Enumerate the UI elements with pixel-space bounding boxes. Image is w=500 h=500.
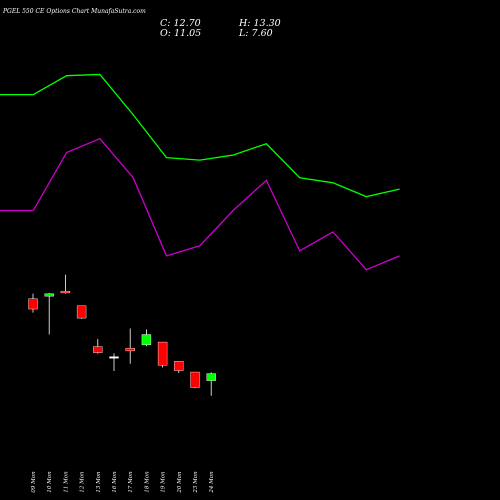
candle-body: [28, 298, 38, 310]
candle-2: [44, 292, 54, 335]
x-tick-label: 19 Mon: [161, 471, 167, 493]
open-value: O: 11.05: [160, 28, 202, 39]
x-tick-label: 16 Mon: [112, 471, 118, 493]
candle-body: [44, 293, 54, 297]
candle-body: [93, 346, 103, 353]
candle-7: [125, 328, 135, 364]
candle-6: [109, 353, 119, 372]
candles-layer: [28, 274, 216, 396]
candle-4: [76, 305, 87, 319]
candle-body: [109, 356, 119, 359]
candle-body: [174, 361, 184, 371]
high-value: H: 13.30: [239, 18, 281, 29]
x-tick-label: 24 Mon: [209, 471, 215, 494]
x-tick-label: 09 Mon: [31, 471, 37, 493]
candle-5: [93, 339, 103, 354]
candle-3: [60, 274, 71, 294]
candle-body: [60, 290, 71, 294]
x-tick-label: 12 Mon: [80, 471, 86, 493]
candle-10: [174, 361, 184, 374]
candle-body: [206, 373, 216, 381]
candle-11: [190, 371, 200, 389]
x-tick-label: 23 Mon: [193, 471, 199, 494]
candle-body: [157, 341, 168, 366]
candle-12: [206, 372, 216, 396]
candle-body: [141, 334, 152, 346]
x-tick-label: 18 Mon: [144, 471, 150, 493]
candle-1: [28, 293, 38, 313]
candle-body: [190, 371, 200, 388]
x-tick-label: 11 Mon: [63, 471, 69, 493]
low-value: L: 7.60: [239, 28, 273, 39]
upper-band-line: [0, 73, 400, 198]
x-tick-label: 13 Mon: [96, 471, 102, 493]
chart-title: PGEL 550 CE Options Chart MunafaSutra.co…: [3, 8, 146, 15]
x-tick-label: 20 Mon: [177, 471, 183, 494]
candle-9: [157, 341, 168, 368]
bands-layer: [0, 73, 400, 271]
lower-band-line: [0, 137, 400, 271]
close-value: C: 12.70: [160, 18, 201, 29]
x-axis: 09 Mon 10 Mon 11 Mon 12 Mon 13 Mon 16 Mon 17 M…: [31, 471, 215, 494]
x-tick-label: 10 Mon: [47, 471, 53, 493]
candle-body: [125, 348, 135, 352]
candle-body: [76, 305, 87, 319]
candle-8: [141, 329, 152, 347]
x-tick-label: 17 Mon: [128, 471, 134, 493]
